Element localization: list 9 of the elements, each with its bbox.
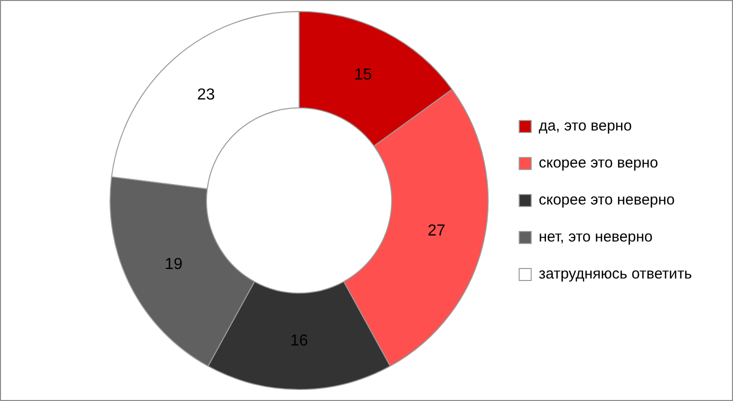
data-label: 23	[197, 86, 215, 104]
data-label: 19	[164, 256, 183, 273]
legend-label: да, это верно	[538, 118, 632, 135]
data-label: 27	[428, 222, 446, 240]
data-label: 15	[354, 66, 372, 84]
legend-label: скорее это неверно	[538, 192, 675, 209]
legend-label: затрудняюсь ответить	[538, 266, 692, 283]
legend-label: нет, это неверно	[538, 228, 653, 246]
legend-label: скорее это верно	[538, 154, 658, 172]
